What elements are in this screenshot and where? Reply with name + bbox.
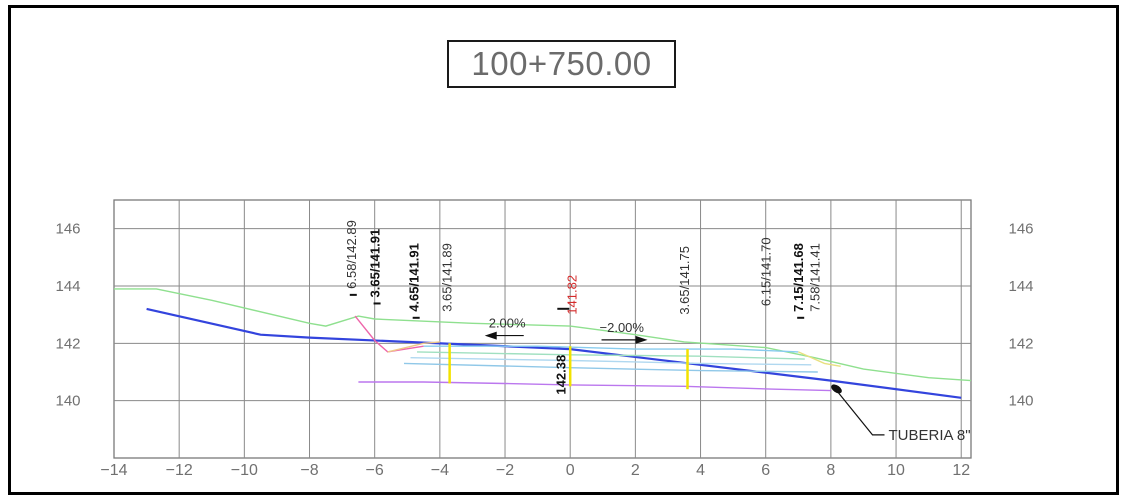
y-tick-label-left: 142 (55, 335, 80, 352)
section-line-1 (114, 288, 972, 382)
x-tick-label: −8 (300, 462, 318, 479)
station-elevation-label-0: 6.58/142.89 (344, 220, 359, 289)
y-tick-label-right: 144 (1008, 278, 1033, 295)
x-tick-label: 2 (631, 462, 640, 479)
pipe-marker (831, 384, 842, 394)
y-tick-label-left: 140 (55, 393, 80, 410)
station-elevation-label-2: 4.65/141.91 (407, 243, 422, 312)
station-elevation-label-3: 3.65/141.89 (439, 243, 454, 312)
slope-arrow-head-0 (484, 331, 497, 340)
section-line-2 (354, 315, 424, 353)
station-elevation-label-8: 7.58/141.41 (807, 243, 822, 312)
section-line-3 (358, 381, 831, 392)
section-line-4 (423, 345, 799, 353)
grid-frame (113, 199, 972, 459)
y-tick-label-right: 140 (1008, 393, 1033, 410)
station-elevation-label-4: 141.82 (565, 275, 580, 315)
slope-label-0: 2.00% (489, 316, 526, 331)
pipe-leader (838, 392, 885, 436)
section-line-9 (798, 351, 841, 367)
x-tick-label: 6 (761, 462, 770, 479)
x-tick-label: 12 (952, 462, 970, 479)
pipe-label: TUBERIA 8" (889, 427, 971, 444)
station-label: 100+750.00 (447, 40, 676, 88)
station-elevation-label-1: 3.65/141.91 (368, 229, 383, 298)
x-tick-label: −4 (431, 462, 449, 479)
x-tick-label: −10 (231, 462, 258, 479)
station-elevation-label-7: 7.15/141.68 (791, 243, 806, 312)
slope-label-1: −2.00% (600, 320, 645, 335)
y-tick-label-left: 146 (55, 221, 80, 238)
section-line-6 (410, 357, 812, 366)
x-tick-label: 0 (566, 462, 575, 479)
x-tick-label: −14 (100, 462, 127, 479)
x-tick-label: −12 (166, 462, 193, 479)
x-tick-label: 10 (887, 462, 905, 479)
section-line-7 (403, 362, 818, 373)
y-tick-label-right: 142 (1008, 335, 1033, 352)
y-tick-label-right: 146 (1008, 221, 1033, 238)
station-elevation-label-5: 3.65/141.75 (677, 246, 692, 315)
section-line-5 (416, 351, 805, 360)
x-tick-label: 8 (826, 462, 835, 479)
x-tick-label: 4 (696, 462, 705, 479)
x-tick-label: −6 (366, 462, 384, 479)
section-line-0 (146, 307, 962, 399)
elevation-label-center: 142.38 (553, 355, 568, 395)
station-elevation-label-6: 6.15/141.70 (759, 237, 774, 306)
slope-arrow-head-1 (635, 335, 648, 344)
y-tick-label-left: 144 (55, 278, 80, 295)
section-line-8 (387, 341, 440, 353)
x-tick-label: −2 (496, 462, 514, 479)
